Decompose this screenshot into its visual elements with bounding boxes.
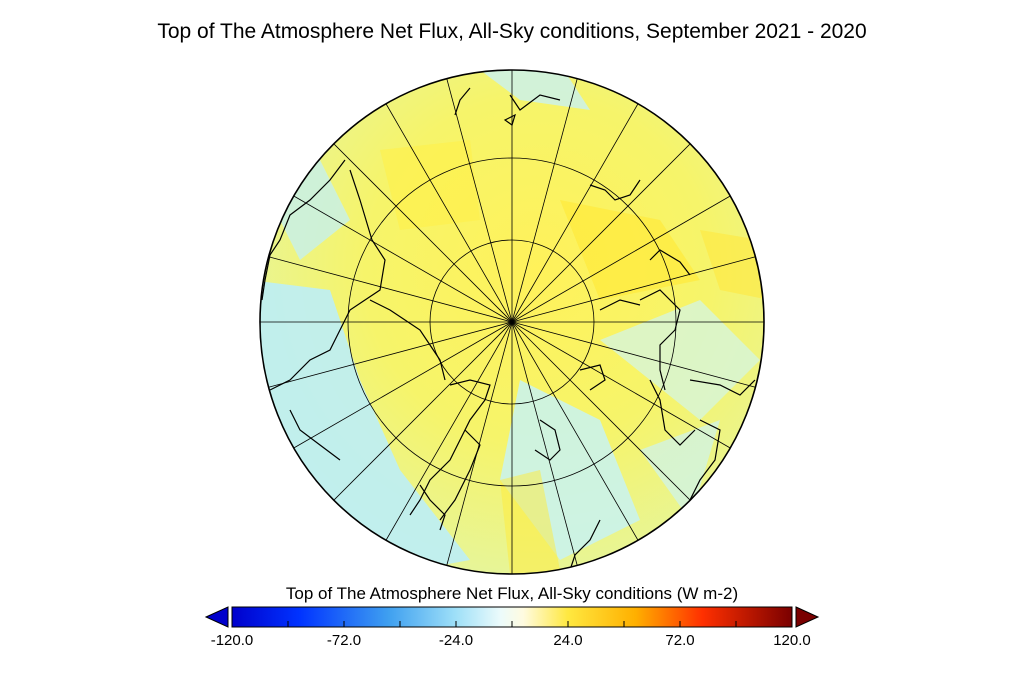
colorbar-tick-label: 24.0 xyxy=(553,632,583,649)
colorbar-tick-label: 72.0 xyxy=(665,632,695,649)
meridian-line xyxy=(333,321,513,501)
map-boundary xyxy=(259,69,765,575)
meridian-line xyxy=(385,321,513,541)
meridian-line xyxy=(511,78,578,323)
coastline xyxy=(261,87,756,571)
colorbar-tick-label: -24.0 xyxy=(438,632,474,649)
meridian-line xyxy=(511,321,691,501)
colorbar-extend-high xyxy=(795,606,820,628)
meridian-line xyxy=(333,143,513,323)
colorbar-extend-low xyxy=(204,606,229,628)
colorbar-ticks xyxy=(231,621,793,627)
meridian-line xyxy=(446,321,513,566)
meridian-line xyxy=(511,256,756,323)
meridian-line xyxy=(293,321,513,449)
meridian-line xyxy=(511,321,731,449)
meridian-line xyxy=(385,103,513,323)
colorbar-tick-label: 120.0 xyxy=(773,632,811,649)
colorbar-tick-label: -72.0 xyxy=(326,632,362,649)
meridian-line xyxy=(511,143,691,323)
meridian-line xyxy=(511,195,731,323)
meridian-line xyxy=(511,321,578,566)
colorbar xyxy=(204,606,820,628)
meridian-line xyxy=(511,321,639,541)
meridian-line xyxy=(268,321,513,388)
meridian-line xyxy=(511,103,639,323)
meridian-line xyxy=(293,195,513,323)
longitude-gridlines xyxy=(260,70,764,574)
meridian-line xyxy=(511,321,756,388)
colorbar-title: Top of The Atmosphere Net Flux, All-Sky … xyxy=(285,584,739,603)
meridian-line xyxy=(446,78,513,323)
meridian-line xyxy=(268,256,513,323)
map-title: Top of The Atmosphere Net Flux, All-Sky … xyxy=(157,20,867,43)
colorbar-tick-label: -120.0 xyxy=(210,632,254,649)
